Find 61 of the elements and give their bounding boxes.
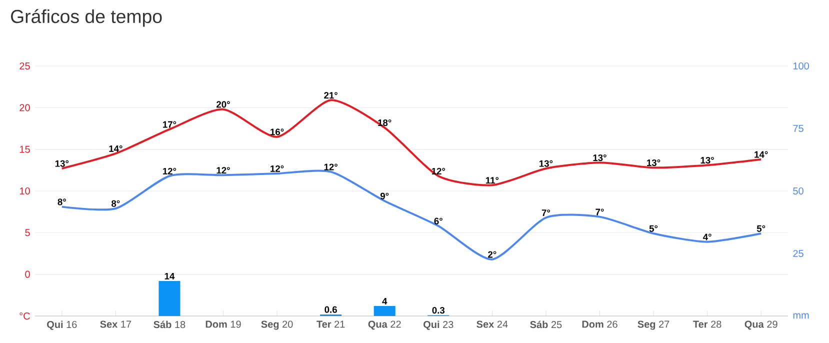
data-label: 12° [270,165,284,172]
bar [158,280,180,316]
y2-tick-label: 25 [793,250,804,258]
x-tick-label: Qui 16 [47,320,77,330]
data-label: 17° [163,121,176,128]
data-label: 5° [649,225,658,232]
y-tick-label: 20 [20,104,30,112]
data-label: 13° [539,160,553,167]
data-label: 21° [324,92,338,99]
x-tick-label: Sex 17 [100,320,132,328]
x-tick-label: Ter 28 [693,320,722,328]
data-label: 20° [216,101,230,108]
data-label: 2° [488,251,496,258]
data-label: 14° [109,145,122,152]
x-tick-label: Seg 27 [638,320,670,330]
y-tick-label: 15 [20,146,30,153]
x-tick-label: Ter 21 [316,320,345,328]
data-label: 9° [380,192,389,200]
y2-tick-label: 75 [793,125,804,132]
data-label: 14 [164,272,175,280]
data-label: 12° [163,168,176,174]
data-label: 14° [754,151,768,158]
data-label: 7° [596,208,604,216]
data-label: 11° [486,177,499,184]
data-label: 5° [756,225,766,232]
data-label: 16° [270,128,284,136]
data-label: 6° [434,218,442,224]
data-label: 13° [647,159,660,166]
bar [374,306,396,316]
data-label: 0.6 [324,306,337,313]
x-tick-label: Sáb 18 [154,320,186,328]
y-tick-label: 5 [25,229,30,236]
x-tick-label: Dom 26 [582,320,618,328]
y-tick-label: °C [20,312,30,320]
x-tick-label: Sáb 25 [530,320,562,328]
data-label: 4° [702,234,712,240]
x-tick-label: Qui 23 [424,320,454,330]
data-label: 18° [378,119,392,126]
x-tick-label: Qua 22 [368,320,401,330]
data-label: 13° [593,154,606,162]
x-tick-label: Sex 24 [476,320,508,328]
y2-tick-label: mm [793,313,809,319]
data-label: 13° [700,156,714,164]
data-label: 12° [216,167,230,174]
data-label: 12° [432,168,446,174]
data-label: 8° [112,200,120,207]
x-tick-label: Dom 19 [206,320,241,328]
data-label: 12° [324,164,338,170]
x-tick-label: Qua 29 [744,320,778,330]
data-label: 0.3 [432,307,445,314]
data-label: 4 [382,298,388,304]
y2-tick-label: 100 [793,62,809,70]
y-tick-label: 25 [20,62,30,70]
data-label: 8° [58,198,66,206]
chart-title: Gráficos de tempo [11,9,162,27]
y-tick-label: 10 [20,187,30,195]
x-tick-label: Seg 20 [261,320,293,330]
y2-tick-label: 50 [793,187,804,195]
y-tick-label: 0 [25,270,30,278]
data-label: 13° [55,160,69,167]
data-label: 7° [542,210,550,216]
